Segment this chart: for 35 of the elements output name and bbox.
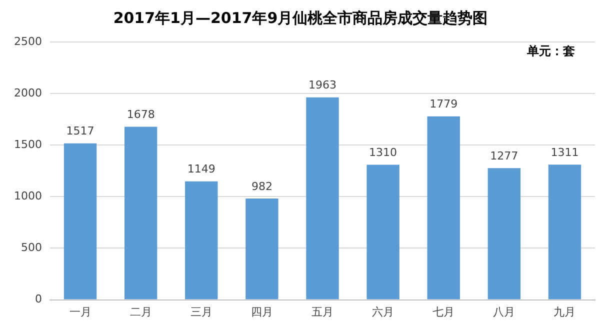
data-label: 1779 <box>430 98 458 111</box>
x-tick-label: 七月 <box>432 305 455 318</box>
data-label: 1149 <box>187 162 216 176</box>
data-label: 1277 <box>490 149 518 162</box>
x-tick-label: 三月 <box>190 305 212 318</box>
y-tick-label: 1000 <box>14 190 42 203</box>
y-tick-label: 2500 <box>14 34 42 48</box>
bar <box>246 198 278 300</box>
chart-title: 2017年1月—2017年9月仙桃全市商品房成交量趋势图 <box>113 8 488 27</box>
data-label: 1678 <box>126 108 155 122</box>
y-tick-label: 2000 <box>14 86 42 100</box>
data-label: 1963 <box>308 78 336 92</box>
data-label: 1311 <box>550 146 579 159</box>
bar <box>548 164 582 300</box>
x-tick-label: 九月 <box>554 305 576 318</box>
bar <box>488 168 521 300</box>
x-tick-label: 四月 <box>250 305 273 318</box>
x-tick-label: 六月 <box>372 305 394 318</box>
x-tick-label: 八月 <box>493 305 516 318</box>
bar <box>124 126 158 300</box>
bar <box>185 181 218 300</box>
y-tick-label: 0 <box>34 292 42 306</box>
data-label: 1310 <box>369 146 398 160</box>
data-label: 1517 <box>66 124 94 138</box>
x-tick-label: 一月 <box>69 305 92 318</box>
bar <box>306 97 339 300</box>
bar <box>366 164 400 300</box>
bar <box>427 116 460 300</box>
x-tick-label: 五月 <box>311 305 334 318</box>
y-tick-label: 500 <box>20 241 42 254</box>
data-label: 982 <box>251 180 272 193</box>
x-tick-label: 二月 <box>130 305 152 318</box>
y-tick-label: 1500 <box>14 138 42 151</box>
annotation: 单元：套 <box>526 44 575 58</box>
bar <box>64 143 97 300</box>
